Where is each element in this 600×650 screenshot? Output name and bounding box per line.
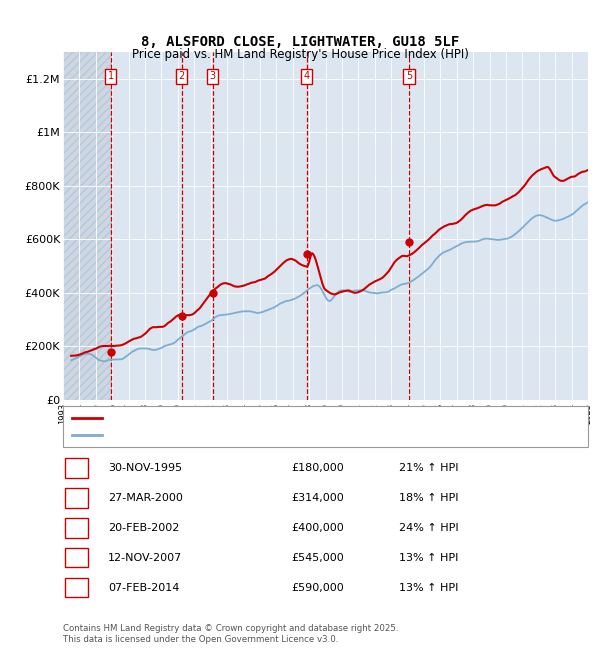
- Text: 1: 1: [108, 72, 114, 81]
- Text: 24% ↑ HPI: 24% ↑ HPI: [399, 523, 458, 533]
- Text: HPI: Average price, detached house, Surrey Heath: HPI: Average price, detached house, Surr…: [106, 430, 368, 440]
- Text: £590,000: £590,000: [291, 582, 344, 593]
- Text: Price paid vs. HM Land Registry's House Price Index (HPI): Price paid vs. HM Land Registry's House …: [131, 48, 469, 61]
- Text: 07-FEB-2014: 07-FEB-2014: [108, 582, 179, 593]
- Text: 4: 4: [73, 552, 80, 563]
- Text: 8, ALSFORD CLOSE, LIGHTWATER, GU18 5LF (detached house): 8, ALSFORD CLOSE, LIGHTWATER, GU18 5LF (…: [106, 413, 431, 422]
- Text: 4: 4: [304, 72, 310, 81]
- Text: 2: 2: [179, 72, 185, 81]
- Text: 3: 3: [210, 72, 216, 81]
- Text: 3: 3: [73, 523, 80, 533]
- Text: 1: 1: [73, 463, 80, 473]
- Text: £400,000: £400,000: [291, 523, 344, 533]
- Text: 12-NOV-2007: 12-NOV-2007: [108, 552, 182, 563]
- Text: 5: 5: [73, 582, 80, 593]
- Text: £545,000: £545,000: [291, 552, 344, 563]
- Bar: [63, 52, 111, 400]
- Text: 20-FEB-2002: 20-FEB-2002: [108, 523, 179, 533]
- Text: 5: 5: [406, 72, 412, 81]
- Text: Contains HM Land Registry data © Crown copyright and database right 2025.
This d: Contains HM Land Registry data © Crown c…: [63, 624, 398, 644]
- Text: 8, ALSFORD CLOSE, LIGHTWATER, GU18 5LF: 8, ALSFORD CLOSE, LIGHTWATER, GU18 5LF: [141, 34, 459, 49]
- Text: 13% ↑ HPI: 13% ↑ HPI: [399, 552, 458, 563]
- Text: 21% ↑ HPI: 21% ↑ HPI: [399, 463, 458, 473]
- Text: £314,000: £314,000: [291, 493, 344, 503]
- Text: 27-MAR-2000: 27-MAR-2000: [108, 493, 183, 503]
- Text: 30-NOV-1995: 30-NOV-1995: [108, 463, 182, 473]
- Text: 2: 2: [73, 493, 80, 503]
- Text: 18% ↑ HPI: 18% ↑ HPI: [399, 493, 458, 503]
- Text: £180,000: £180,000: [291, 463, 344, 473]
- Text: 13% ↑ HPI: 13% ↑ HPI: [399, 582, 458, 593]
